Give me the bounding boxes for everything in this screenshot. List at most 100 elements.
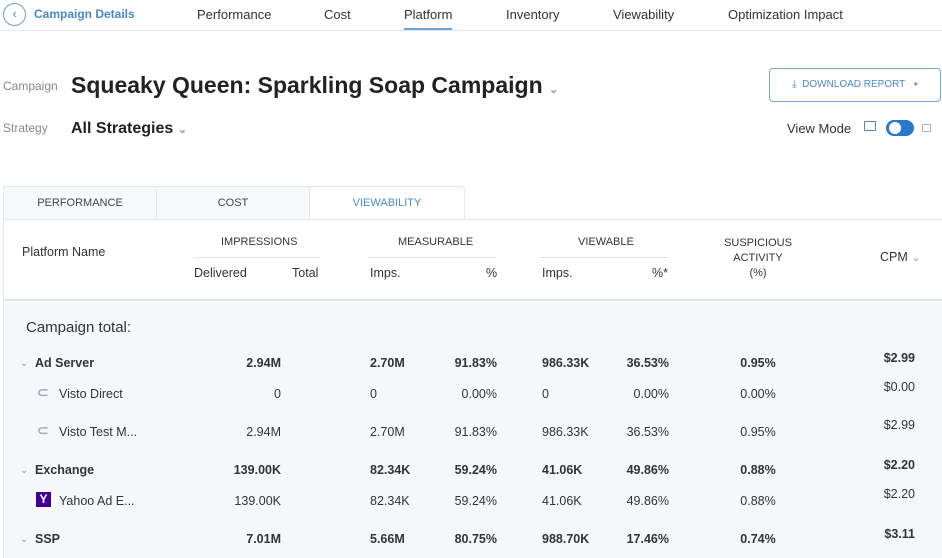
cpm-value: $2.20 <box>883 458 915 472</box>
delivered-value: 2.94M <box>246 425 281 439</box>
suspicious-pct: 0.88% <box>740 463 776 477</box>
cpm-label: CPM <box>880 250 908 264</box>
view-mode-label: View Mode <box>787 121 852 136</box>
measurable-pct: 80.75% <box>454 532 497 546</box>
col-measurable-imps[interactable]: Imps. <box>370 266 401 280</box>
visto-logo-icon: ⊂ <box>37 384 49 400</box>
tab-viewability[interactable]: VIEWABILITY <box>309 186 465 221</box>
table-header: Platform Name IMPRESSIONS Delivered Tota… <box>4 219 942 301</box>
measurable-imps: 0 <box>370 387 377 401</box>
viewable-imps: 986.33K <box>542 356 590 370</box>
chevron-down-icon: ⌄ <box>549 84 559 96</box>
video-icon[interactable] <box>922 124 931 132</box>
chevron-down-icon: ▾ <box>913 79 918 90</box>
nav-tab-inventory[interactable]: Inventory <box>506 7 560 22</box>
cpm-value: $2.99 <box>883 351 915 365</box>
platform-name: Yahoo Ad E... <box>59 494 135 508</box>
strategy-value: All Strategies <box>71 120 174 137</box>
back-icon[interactable]: ‹ <box>3 3 26 26</box>
platform-name: SSP <box>35 532 61 546</box>
divider <box>368 257 496 258</box>
strategy-label: Strategy <box>3 121 48 135</box>
visto-logo-icon: ⊂ <box>37 422 49 438</box>
yahoo-logo-icon: Y <box>36 492 51 507</box>
campaign-selector[interactable]: Squeaky Queen: Sparkling Soap Campaign ⌄ <box>71 72 558 99</box>
nav-tab-viewability[interactable]: Viewability <box>613 7 675 22</box>
desktop-icon[interactable] <box>864 121 876 131</box>
nav-tab-optimization-impact[interactable]: Optimization Impact <box>728 7 843 22</box>
campaign-details-link[interactable]: Campaign Details <box>34 7 135 21</box>
chevron-down-icon[interactable]: ⌄ <box>20 358 29 369</box>
group-row[interactable]: ⌄ Exchange 139.00K 82.34K 59.24% 41.06K 49.86%… <box>4 455 942 485</box>
viewable-pct: 17.46% <box>626 532 669 546</box>
header-line: (%) <box>749 267 767 279</box>
col-measurable-pct[interactable]: % <box>486 266 498 280</box>
campaign-name: Squeaky Queen: Sparkling Soap Campaign <box>71 72 543 98</box>
cpm-value: $0.00 <box>883 380 915 394</box>
viewable-imps: 988.70K <box>542 532 590 546</box>
measurable-pct: 91.83% <box>454 425 497 439</box>
measurable-imps: 2.70M <box>370 356 405 370</box>
col-viewable: VIEWABLE <box>578 236 634 248</box>
viewable-imps: 41.06K <box>542 494 582 508</box>
campaign-total-label: Campaign total: <box>26 319 132 336</box>
table-row[interactable]: ⊂ Visto Direct 0 0 0.00% 0 0.00% 0.00% $0.00 <box>4 379 942 409</box>
delivered-value: 139.00K <box>234 494 281 508</box>
platform-name: Visto Direct <box>59 387 123 401</box>
platform-table: Platform Name IMPRESSIONS Delivered Tota… <box>3 219 942 558</box>
col-cpm[interactable]: CPM ⌄ <box>880 250 920 264</box>
col-total[interactable]: Total <box>292 266 319 280</box>
platform-name: Visto Test M... <box>59 425 138 439</box>
suspicious-pct: 0.88% <box>740 494 776 508</box>
table-row[interactable]: ⊂ Visto Test M... 2.94M 2.70M 91.83% 986.33K 3… <box>4 417 942 447</box>
nav-tab-performance[interactable]: Performance <box>197 7 272 22</box>
measurable-imps: 82.34K <box>370 494 410 508</box>
group-row[interactable]: ⌄ SSP 7.01M 5.66M 80.75% 988.70K 17.46% 0.74% $3… <box>4 524 942 554</box>
header-line: ACTIVITY <box>733 252 783 264</box>
viewable-pct: 36.53% <box>626 425 669 439</box>
col-measurable: MEASURABLE <box>398 236 474 248</box>
viewable-pct: 49.86% <box>626 494 669 508</box>
col-impressions: IMPRESSIONS <box>221 236 298 248</box>
nav-tab-platform[interactable]: Platform <box>404 7 453 30</box>
cpm-value: $2.20 <box>883 487 915 501</box>
download-report-button[interactable]: ⤓ DOWNLOAD REPORT ▾ <box>769 68 941 102</box>
sort-chevron-icon: ⌄ <box>911 252 921 264</box>
delivered-value: 139.00K <box>233 463 281 477</box>
chevron-down-icon[interactable]: ⌄ <box>20 465 29 476</box>
delivered-value: 0 <box>274 387 281 401</box>
suspicious-pct: 0.00% <box>740 387 776 401</box>
divider <box>194 257 320 258</box>
delivered-value: 7.01M <box>246 532 281 546</box>
table-row[interactable]: Y Yahoo Ad E... 139.00K 82.34K 59.24% 41.06K 4… <box>4 486 942 516</box>
tab-cost[interactable]: COST <box>156 186 310 220</box>
col-platform-name[interactable]: Platform Name <box>22 245 106 259</box>
campaign-label: Campaign <box>3 79 58 93</box>
viewable-pct: 0.00% <box>633 387 669 401</box>
measurable-imps: 5.66M <box>370 532 405 546</box>
download-label: DOWNLOAD REPORT <box>802 79 906 90</box>
measurable-pct: 59.24% <box>454 494 497 508</box>
platform-name: Exchange <box>35 463 95 477</box>
suspicious-pct: 0.95% <box>740 425 776 439</box>
tab-performance[interactable]: PERFORMANCE <box>3 186 157 220</box>
viewable-pct: 36.53% <box>626 356 669 370</box>
chevron-down-icon[interactable]: ⌄ <box>20 534 29 545</box>
col-delivered[interactable]: Delivered <box>194 266 247 280</box>
strategy-selector[interactable]: All Strategies ⌄ <box>71 120 187 138</box>
group-row[interactable]: ⌄ Ad Server 2.94M 2.70M 91.83% 986.33K 36.53% 0… <box>4 348 942 378</box>
delivered-value: 2.94M <box>246 356 281 370</box>
download-icon: ⤓ <box>792 79 797 90</box>
measurable-pct: 59.24% <box>454 463 497 477</box>
suspicious-pct: 0.74% <box>740 532 776 546</box>
viewable-pct: 49.86% <box>626 463 669 477</box>
nav-tab-cost[interactable]: Cost <box>324 7 351 22</box>
col-suspicious-activity[interactable]: SUSPICIOUS ACTIVITY (%) <box>718 236 798 281</box>
header-line: SUSPICIOUS <box>724 237 792 249</box>
viewable-imps: 0 <box>542 387 549 401</box>
viewable-imps: 41.06K <box>542 463 583 477</box>
measurable-pct: 0.00% <box>461 387 497 401</box>
view-mode-toggle[interactable] <box>886 120 914 136</box>
col-viewable-imps[interactable]: Imps. <box>542 266 573 280</box>
col-viewable-pct[interactable]: %* <box>652 266 668 280</box>
